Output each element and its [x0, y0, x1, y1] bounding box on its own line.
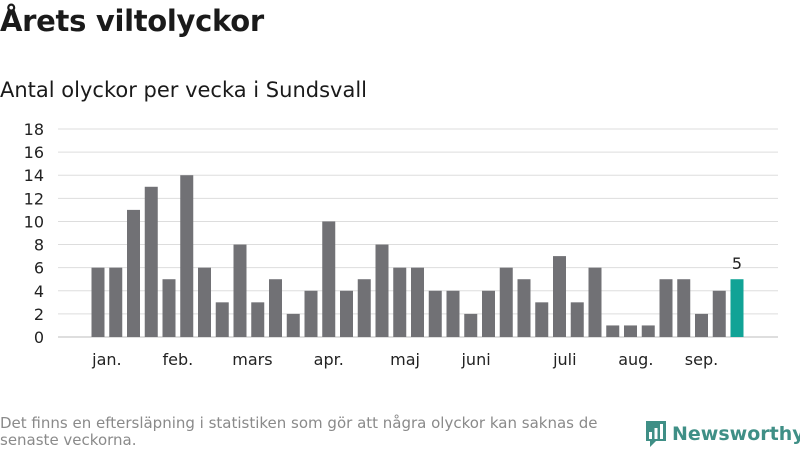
bar: [357, 279, 371, 337]
bars: [91, 175, 744, 337]
x-tick-label: apr.: [314, 350, 344, 369]
bar: [482, 290, 495, 337]
y-tick-label: 16: [24, 143, 44, 162]
bar: [198, 267, 211, 337]
bar: [624, 325, 637, 337]
bar: [446, 290, 460, 337]
bar: [606, 325, 620, 337]
y-tick-label: 4: [34, 282, 44, 301]
bar: [180, 175, 194, 337]
x-tick-label: maj: [390, 350, 420, 369]
newsworthy-logo: Newsworthy: [644, 419, 800, 449]
bar: [144, 186, 158, 337]
x-tick-label: feb.: [163, 350, 194, 369]
x-tick-label: juni: [460, 350, 490, 369]
y-tick-label: 0: [34, 328, 44, 347]
chart-title: Årets viltolyckor: [0, 4, 264, 38]
y-tick-label: 10: [24, 212, 44, 231]
bar: [375, 244, 389, 337]
bar-chart: 0 2 4 6 8 10 12 14 16 18 5 jan. feb. mars apr. maj juni j…: [24, 120, 778, 369]
y-tick-label: 2: [34, 305, 44, 324]
bar-chart-icon: [646, 421, 666, 447]
x-tick-label: juli: [552, 350, 576, 369]
gridlines: [58, 128, 778, 338]
x-tick-label: mars: [232, 350, 272, 369]
bar: [659, 279, 673, 337]
bar: [553, 256, 566, 337]
bar: [411, 267, 424, 337]
footnote: Det finns en eftersläpning i statistiken…: [0, 414, 598, 449]
bar: [127, 209, 140, 337]
y-tick-label: 6: [34, 259, 44, 278]
bar: [322, 221, 336, 337]
bar: [570, 302, 584, 337]
y-tick-label: 18: [24, 120, 44, 139]
bar: [712, 290, 726, 337]
bar: [91, 267, 105, 337]
bar: [535, 302, 549, 337]
bar: [393, 267, 407, 337]
highlight-value-label: 5: [732, 254, 742, 273]
bar: [464, 313, 478, 337]
bar: [286, 313, 300, 337]
bar: [588, 267, 602, 337]
bar: [215, 302, 229, 337]
x-tick-label: aug.: [618, 350, 653, 369]
bar: [499, 267, 513, 337]
bar: [517, 279, 531, 337]
bar: [641, 325, 655, 337]
bar: [109, 267, 123, 337]
y-tick-label: 14: [24, 166, 44, 185]
bar: [695, 313, 708, 337]
bar: [340, 290, 353, 337]
bar: [677, 279, 691, 337]
bar: [428, 290, 442, 337]
x-tick-label: jan.: [91, 350, 121, 369]
y-tick-label: 12: [24, 189, 44, 208]
bar: [162, 279, 176, 337]
bar: [304, 290, 318, 337]
highlight-bar: [730, 279, 744, 337]
brand-name: Newsworthy: [672, 423, 800, 445]
bar: [269, 279, 282, 337]
bar: [251, 302, 265, 337]
y-tick-label: 8: [34, 236, 44, 255]
bar: [233, 244, 247, 337]
labels: 0 2 4 6 8 10 12 14 16 18 5 jan. feb. mars apr. maj juni j…: [24, 120, 742, 369]
chart-subtitle: Antal olyckor per vecka i Sundsvall: [0, 78, 367, 102]
x-tick-label: sep.: [685, 350, 718, 369]
